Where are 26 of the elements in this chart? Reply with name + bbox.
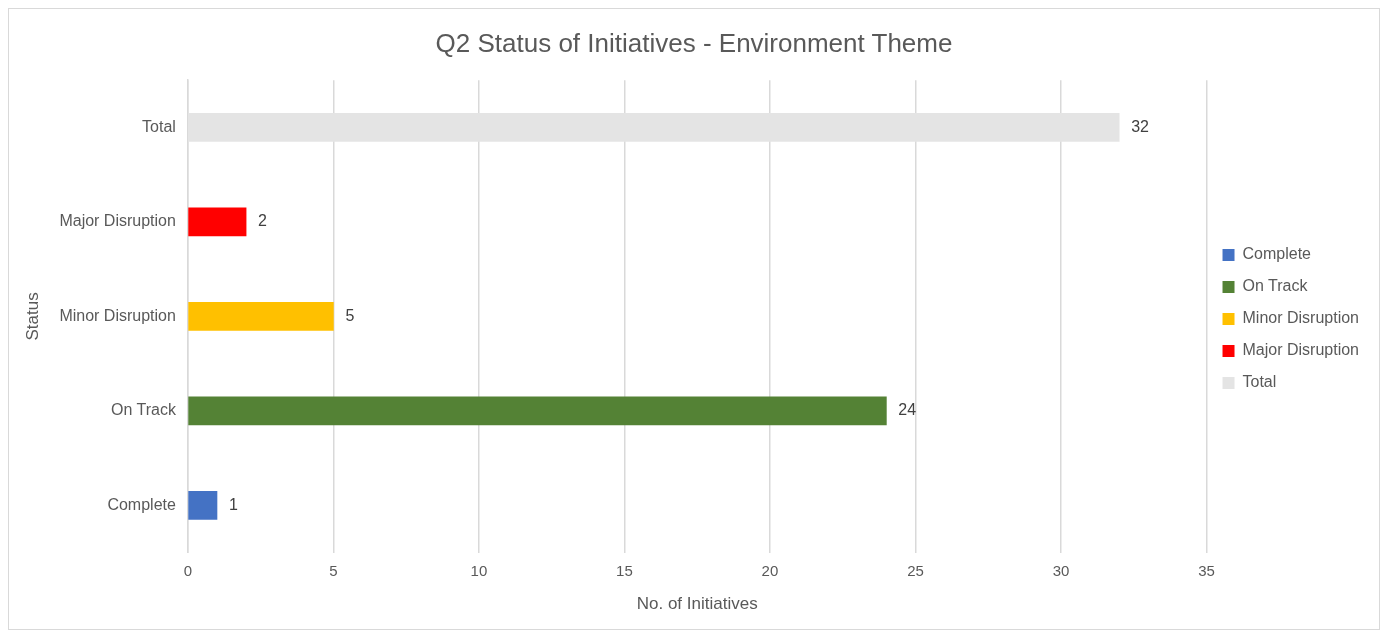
data-label: 1 bbox=[228, 495, 238, 513]
x-tick-label: 30 bbox=[1052, 561, 1070, 579]
y-tick-label: Total bbox=[142, 117, 176, 135]
legend-label: Total bbox=[1242, 373, 1277, 391]
y-tick-label: On Track bbox=[110, 401, 177, 419]
data-label: 24 bbox=[898, 401, 917, 419]
y-axis-title: Status bbox=[22, 292, 42, 341]
x-tick-label: 25 bbox=[907, 561, 924, 579]
legend-label: Major Disruption bbox=[1242, 341, 1359, 359]
x-tick-label: 20 bbox=[761, 561, 779, 579]
x-tick-label: 5 bbox=[329, 561, 338, 579]
chart-title: Q2 Status of Initiatives - Environment Theme bbox=[435, 27, 953, 58]
x-tick-label: 15 bbox=[616, 561, 633, 579]
y-tick-label: Minor Disruption bbox=[59, 306, 176, 324]
x-axis-title: No. of Initiatives bbox=[636, 594, 758, 614]
legend-label: On Track bbox=[1242, 277, 1309, 295]
x-tick-label: 35 bbox=[1198, 561, 1215, 579]
x-tick-label: 10 bbox=[470, 561, 488, 579]
data-label: 32 bbox=[1131, 117, 1150, 135]
data-label: 2 bbox=[258, 212, 268, 230]
y-tick-label: Complete bbox=[107, 495, 176, 513]
legend-label: Complete bbox=[1242, 245, 1312, 263]
y-tick-label: Major Disruption bbox=[59, 212, 176, 230]
data-label: 5 bbox=[345, 306, 355, 324]
x-tick-label: 0 bbox=[183, 561, 193, 579]
legend-label: Minor Disruption bbox=[1242, 309, 1359, 327]
